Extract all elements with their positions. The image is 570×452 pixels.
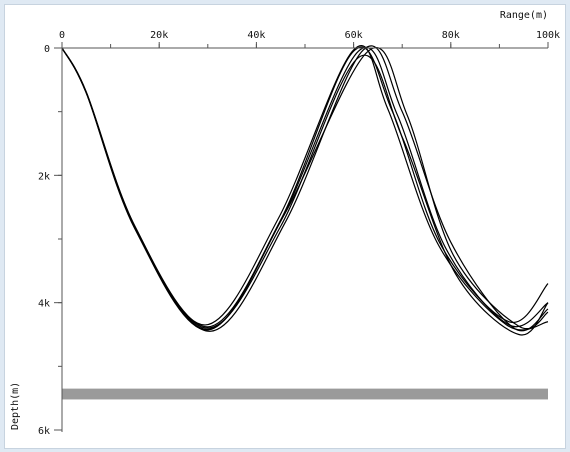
x-tick-label: 80k bbox=[442, 30, 460, 41]
y-axis: 0 2k 4k 6k bbox=[38, 44, 63, 437]
x-tick-label: 40k bbox=[247, 30, 265, 41]
y-tick-label: 4k bbox=[38, 299, 50, 310]
ray-path bbox=[61, 45, 549, 332]
ray-paths bbox=[61, 45, 549, 336]
y-tick-label: 2k bbox=[38, 171, 50, 182]
y-axis-title: Depth(m) bbox=[10, 382, 21, 430]
y-tick-label: 0 bbox=[44, 44, 50, 55]
x-axis-title: Range(m) bbox=[500, 10, 548, 21]
chart-frame bbox=[4, 4, 566, 449]
x-tick-label: 100k bbox=[536, 30, 560, 41]
ray-path bbox=[61, 46, 549, 328]
x-tick-label: 20k bbox=[150, 30, 168, 41]
x-axis: 0 20k 40k 60k 80k 100k bbox=[59, 30, 560, 49]
ray-path bbox=[61, 47, 549, 331]
bottom-layer-band bbox=[62, 388, 548, 400]
y-tick-label: 6k bbox=[38, 426, 50, 437]
x-tick-label: 0 bbox=[59, 30, 65, 41]
bottom-layer bbox=[62, 388, 548, 400]
x-tick-label: 60k bbox=[345, 30, 363, 41]
